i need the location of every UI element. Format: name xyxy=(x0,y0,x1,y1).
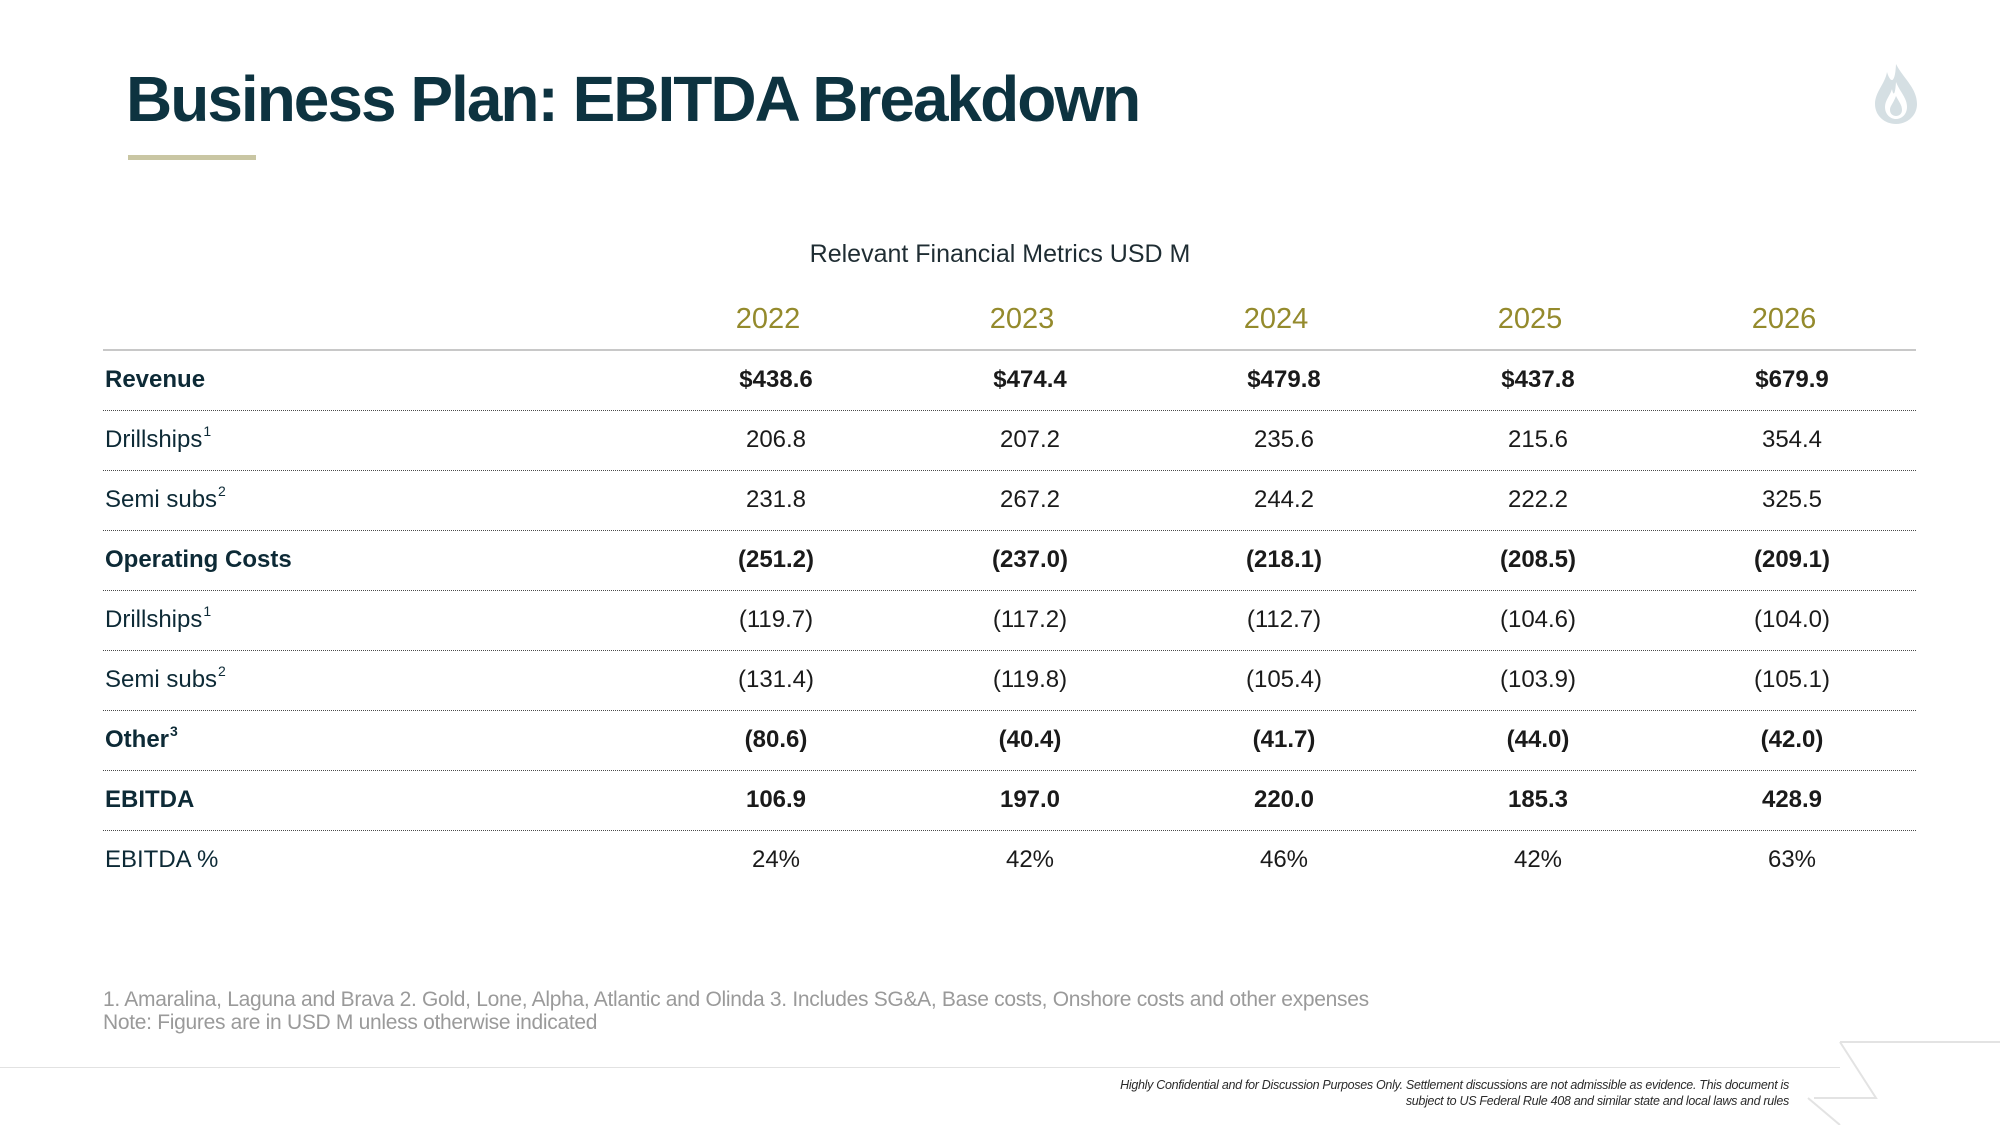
row-label: Semi subs2 xyxy=(105,663,226,694)
value-cell: 63% xyxy=(1767,846,1817,873)
value-cell: 354.4 xyxy=(1761,426,1823,453)
value-cell: 106.9 xyxy=(745,786,807,813)
table-header-row: 2022 2023 2024 2025 2026 xyxy=(103,293,1916,351)
year-header: 2023 xyxy=(989,303,1055,335)
year-header: 2025 xyxy=(1497,303,1563,335)
value-cell: (42.0) xyxy=(1760,726,1824,753)
value-cell: 222.2 xyxy=(1507,486,1569,513)
value-cell: 267.2 xyxy=(999,486,1061,513)
value-cell: 428.9 xyxy=(1761,786,1823,813)
footnote-note: Note: Figures are in USD M unless otherw… xyxy=(103,1011,598,1034)
value-cell: (119.8) xyxy=(992,666,1068,693)
title-accent-rule xyxy=(128,155,256,160)
value-cell: 244.2 xyxy=(1253,486,1315,513)
row-label-text: Drillships xyxy=(105,426,203,453)
value-cell: $479.8 xyxy=(1247,366,1321,393)
value-cell: (104.6) xyxy=(1499,606,1577,633)
row-label: Operating Costs xyxy=(105,546,292,574)
value-cell: 206.8 xyxy=(745,426,807,453)
table-row: EBITDA % 24% 42% 46% 42% 63% xyxy=(103,831,1916,890)
row-label-text: Operating Costs xyxy=(105,546,292,573)
value-cell: (105.4) xyxy=(1245,666,1323,693)
footnote-marker: 2 xyxy=(218,663,226,679)
footnote-marker: 3 xyxy=(170,723,178,739)
flame-drop-logo-icon xyxy=(1875,64,1917,124)
value-cell: (105.1) xyxy=(1753,666,1831,693)
value-cell: 197.0 xyxy=(999,786,1061,813)
row-label-text: EBITDA xyxy=(105,786,195,813)
table-row: Semi subs2 231.8 267.2 244.2 222.2 325.5 xyxy=(103,471,1916,531)
footnote-marker: 1 xyxy=(203,603,212,619)
value-cell: (103.9) xyxy=(1499,666,1577,693)
year-header: 2026 xyxy=(1751,303,1817,335)
value-cell: 24% xyxy=(751,846,801,873)
row-label: Drillships1 xyxy=(105,603,212,634)
footnote-marker: 1 xyxy=(203,423,212,439)
value-cell: $679.9 xyxy=(1755,366,1829,393)
table-body: Revenue $438.6 $474.4 $479.8 $437.8 $679.9 Dri… xyxy=(103,351,1916,890)
table-row: Other3 (80.6) (40.4) (41.7) (44.0) (42.0) xyxy=(103,711,1916,771)
value-cell: (112.7) xyxy=(1246,606,1322,633)
value-cell: (117.2) xyxy=(992,606,1068,633)
row-label: EBITDA % xyxy=(105,846,218,874)
row-label-text: Drillships xyxy=(105,606,203,633)
value-cell: 220.0 xyxy=(1253,786,1315,813)
page-title: Business Plan: EBITDA Breakdown xyxy=(126,63,1141,135)
row-label-text: Other xyxy=(105,726,170,753)
table-title: Relevant Financial Metrics USD M xyxy=(809,240,1191,268)
value-cell: (209.1) xyxy=(1753,546,1831,573)
value-cell: (208.5) xyxy=(1499,546,1577,573)
footnote-marker: 2 xyxy=(218,483,226,499)
row-label: Drillships1 xyxy=(105,423,212,454)
value-cell: (131.4) xyxy=(737,666,815,693)
confidentiality-line: Highly Confidential and for Discussion P… xyxy=(1120,1078,1789,1092)
table-row: Revenue $438.6 $474.4 $479.8 $437.8 $679.9 xyxy=(103,351,1916,411)
corner-decoration xyxy=(1807,1041,2000,1125)
row-label: Revenue xyxy=(105,366,205,394)
row-label: Semi subs2 xyxy=(105,483,226,514)
value-cell: 185.3 xyxy=(1507,786,1569,813)
value-cell: (80.6) xyxy=(744,726,808,753)
table-row: Semi subs2 (131.4) (119.8) (105.4) (103.9) (1… xyxy=(103,651,1916,711)
value-cell: 231.8 xyxy=(745,486,807,513)
value-cell: (40.4) xyxy=(998,726,1062,753)
value-cell: $437.8 xyxy=(1501,366,1575,393)
year-header: 2022 xyxy=(735,303,801,335)
value-cell: 325.5 xyxy=(1761,486,1823,513)
row-label-text: Semi subs xyxy=(105,486,218,513)
value-cell: (41.7) xyxy=(1252,726,1316,753)
table-row: EBITDA 106.9 197.0 220.0 185.3 428.9 xyxy=(103,771,1916,831)
value-cell: (237.0) xyxy=(991,546,1069,573)
value-cell: 42% xyxy=(1513,846,1563,873)
value-cell: 215.6 xyxy=(1507,426,1569,453)
table-row: Operating Costs (251.2) (237.0) (218.1) (208… xyxy=(103,531,1916,591)
value-cell: 207.2 xyxy=(999,426,1061,453)
value-cell: (119.7) xyxy=(738,606,814,633)
value-cell: 42% xyxy=(1005,846,1055,873)
value-cell: $474.4 xyxy=(993,366,1067,393)
confidentiality-line: subject to US Federal Rule 408 and simil… xyxy=(1405,1094,1789,1108)
year-header: 2024 xyxy=(1243,303,1309,335)
row-label: EBITDA xyxy=(105,786,194,814)
row-label-text: EBITDA % xyxy=(105,846,219,873)
table-row: Drillships1 (119.7) (117.2) (112.7) (104.6) (… xyxy=(103,591,1916,651)
footer-divider xyxy=(0,1067,1840,1068)
value-cell: (44.0) xyxy=(1506,726,1570,753)
table-row: Drillships1 206.8 207.2 235.6 215.6 354.4 xyxy=(103,411,1916,471)
value-cell: $438.6 xyxy=(739,366,813,393)
footnote-line: 1. Amaralina, Laguna and Brava 2. Gold, … xyxy=(103,988,1369,1011)
confidentiality-notice: Highly Confidential and for Discussion P… xyxy=(1120,1077,1789,1109)
value-cell: (251.2) xyxy=(737,546,815,573)
row-label-text: Semi subs xyxy=(105,666,218,693)
value-cell: 235.6 xyxy=(1253,426,1315,453)
row-label-text: Revenue xyxy=(105,366,206,393)
footnotes: 1. Amaralina, Laguna and Brava 2. Gold, … xyxy=(103,988,1369,1034)
value-cell: (218.1) xyxy=(1245,546,1323,573)
value-cell: 46% xyxy=(1259,846,1309,873)
financial-metrics-table: 2022 2023 2024 2025 2026 Revenue $438.6 $4… xyxy=(103,293,1916,890)
value-cell: (104.0) xyxy=(1753,606,1831,633)
row-label: Other3 xyxy=(105,723,178,754)
